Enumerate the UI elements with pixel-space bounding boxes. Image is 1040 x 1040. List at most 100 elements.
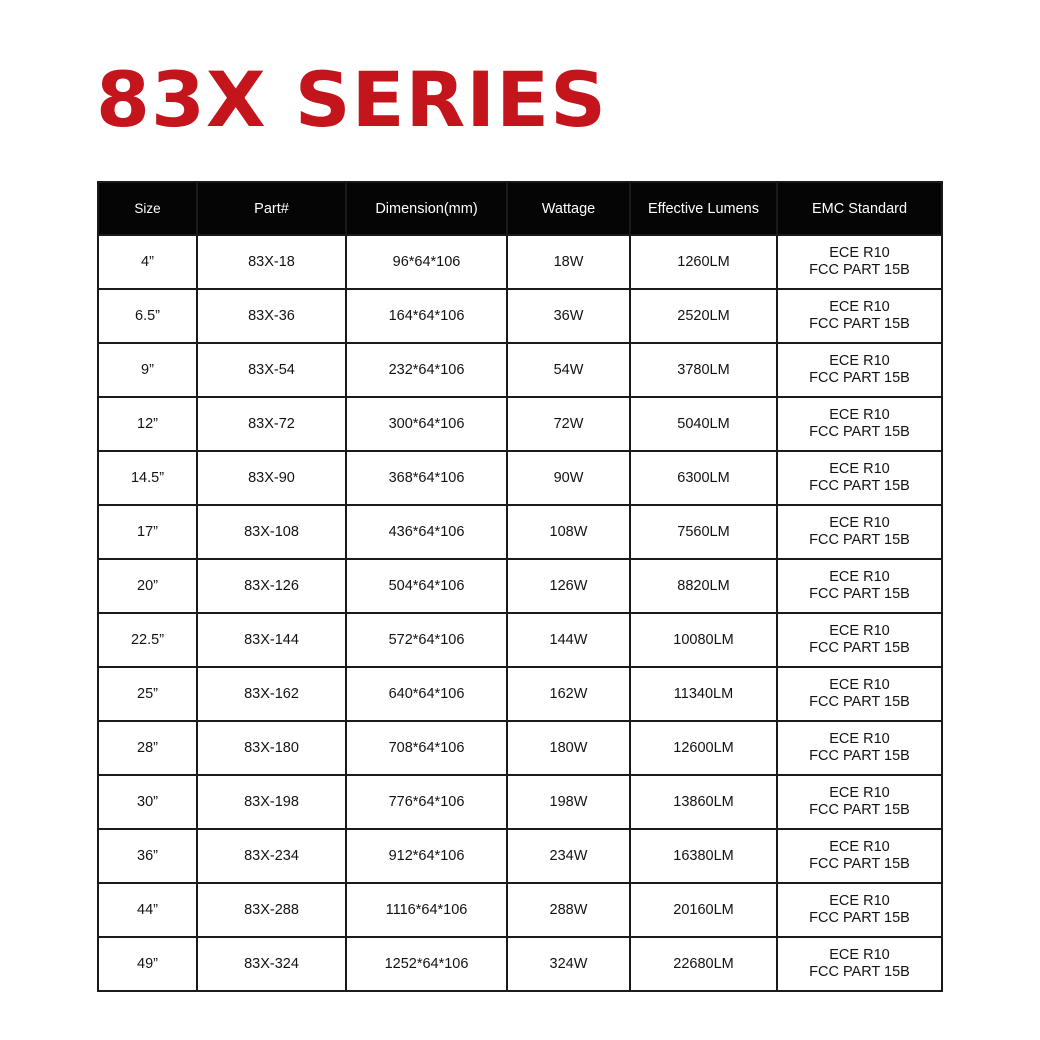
table-header-row: Size Part# Dimension(mm) Wattage Effecti… [97,181,943,236]
cell-wattage: 36W [506,288,631,344]
cell-part: 83X-90 [196,450,347,506]
cell-part: 83X-234 [196,828,347,884]
cell-emc-standard: ECE R10 FCC PART 15B [776,234,943,290]
cell-wattage: 162W [506,666,631,722]
cell-dimension: 1252*64*106 [345,936,508,992]
cell-part: 83X-36 [196,288,347,344]
cell-wattage: 234W [506,828,631,884]
table-row: 12” 83X-72 300*64*106 72W 5040LM ECE R10… [97,396,943,452]
cell-size: 20” [97,558,198,614]
table-row: 44” 83X-288 1116*64*106 288W 20160LM ECE… [97,882,943,938]
table-row: 9” 83X-54 232*64*106 54W 3780LM ECE R10 … [97,342,943,398]
cell-lumens: 10080LM [629,612,778,668]
cell-lumens: 20160LM [629,882,778,938]
cell-wattage: 126W [506,558,631,614]
emc-line-2: FCC PART 15B [809,532,910,548]
cell-size: 4” [97,234,198,290]
cell-wattage: 72W [506,396,631,452]
cell-lumens: 5040LM [629,396,778,452]
cell-dimension: 640*64*106 [345,666,508,722]
emc-line-2: FCC PART 15B [809,586,910,602]
emc-line-1: ECE R10 [829,407,890,423]
emc-line-1: ECE R10 [829,947,890,963]
cell-emc-standard: ECE R10 FCC PART 15B [776,774,943,830]
cell-size: 25” [97,666,198,722]
table-row: 25” 83X-162 640*64*106 162W 11340LM ECE … [97,666,943,722]
emc-line-2: FCC PART 15B [809,856,910,872]
cell-size: 22.5” [97,612,198,668]
cell-emc-standard: ECE R10 FCC PART 15B [776,288,943,344]
cell-emc-standard: ECE R10 FCC PART 15B [776,396,943,452]
cell-part: 83X-108 [196,504,347,560]
cell-wattage: 18W [506,234,631,290]
page-title: 83X SERIES [96,55,607,144]
cell-lumens: 6300LM [629,450,778,506]
emc-line-2: FCC PART 15B [809,262,910,278]
cell-emc-standard: ECE R10 FCC PART 15B [776,558,943,614]
cell-wattage: 180W [506,720,631,776]
table-header: Size Part# Dimension(mm) Wattage Effecti… [97,181,943,236]
cell-dimension: 1116*64*106 [345,882,508,938]
emc-line-2: FCC PART 15B [809,694,910,710]
cell-part: 83X-288 [196,882,347,938]
emc-line-2: FCC PART 15B [809,802,910,818]
cell-wattage: 90W [506,450,631,506]
cell-size: 12” [97,396,198,452]
emc-line-2: FCC PART 15B [809,748,910,764]
emc-line-1: ECE R10 [829,677,890,693]
emc-line-1: ECE R10 [829,569,890,585]
cell-lumens: 13860LM [629,774,778,830]
emc-line-1: ECE R10 [829,731,890,747]
cell-lumens: 22680LM [629,936,778,992]
cell-lumens: 11340LM [629,666,778,722]
cell-part: 83X-180 [196,720,347,776]
cell-wattage: 54W [506,342,631,398]
cell-part: 83X-72 [196,396,347,452]
cell-wattage: 198W [506,774,631,830]
cell-size: 36” [97,828,198,884]
column-header-part: Part# [196,181,347,236]
cell-emc-standard: ECE R10 FCC PART 15B [776,504,943,560]
cell-lumens: 1260LM [629,234,778,290]
table-row: 22.5” 83X-144 572*64*106 144W 10080LM EC… [97,612,943,668]
emc-line-1: ECE R10 [829,893,890,909]
cell-dimension: 164*64*106 [345,288,508,344]
cell-dimension: 912*64*106 [345,828,508,884]
cell-emc-standard: ECE R10 FCC PART 15B [776,450,943,506]
cell-size: 6.5” [97,288,198,344]
cell-dimension: 300*64*106 [345,396,508,452]
cell-emc-standard: ECE R10 FCC PART 15B [776,828,943,884]
emc-line-2: FCC PART 15B [809,424,910,440]
cell-lumens: 7560LM [629,504,778,560]
column-header-size: Size [97,181,198,236]
cell-part: 83X-198 [196,774,347,830]
emc-line-1: ECE R10 [829,515,890,531]
cell-emc-standard: ECE R10 FCC PART 15B [776,342,943,398]
cell-dimension: 504*64*106 [345,558,508,614]
cell-lumens: 8820LM [629,558,778,614]
cell-dimension: 368*64*106 [345,450,508,506]
cell-emc-standard: ECE R10 FCC PART 15B [776,720,943,776]
cell-dimension: 572*64*106 [345,612,508,668]
emc-line-2: FCC PART 15B [809,964,910,980]
cell-lumens: 2520LM [629,288,778,344]
emc-line-1: ECE R10 [829,785,890,801]
cell-size: 30” [97,774,198,830]
cell-dimension: 232*64*106 [345,342,508,398]
cell-emc-standard: ECE R10 FCC PART 15B [776,666,943,722]
cell-size: 17” [97,504,198,560]
table-row: 36” 83X-234 912*64*106 234W 16380LM ECE … [97,828,943,884]
table-row: 20” 83X-126 504*64*106 126W 8820LM ECE R… [97,558,943,614]
column-header-wattage: Wattage [506,181,631,236]
cell-size: 49” [97,936,198,992]
cell-size: 28” [97,720,198,776]
specification-table: Size Part# Dimension(mm) Wattage Effecti… [97,181,943,992]
table-row: 30” 83X-198 776*64*106 198W 13860LM ECE … [97,774,943,830]
cell-size: 14.5” [97,450,198,506]
cell-emc-standard: ECE R10 FCC PART 15B [776,882,943,938]
emc-line-1: ECE R10 [829,461,890,477]
cell-emc-standard: ECE R10 FCC PART 15B [776,936,943,992]
emc-line-1: ECE R10 [829,299,890,315]
cell-wattage: 108W [506,504,631,560]
cell-wattage: 324W [506,936,631,992]
